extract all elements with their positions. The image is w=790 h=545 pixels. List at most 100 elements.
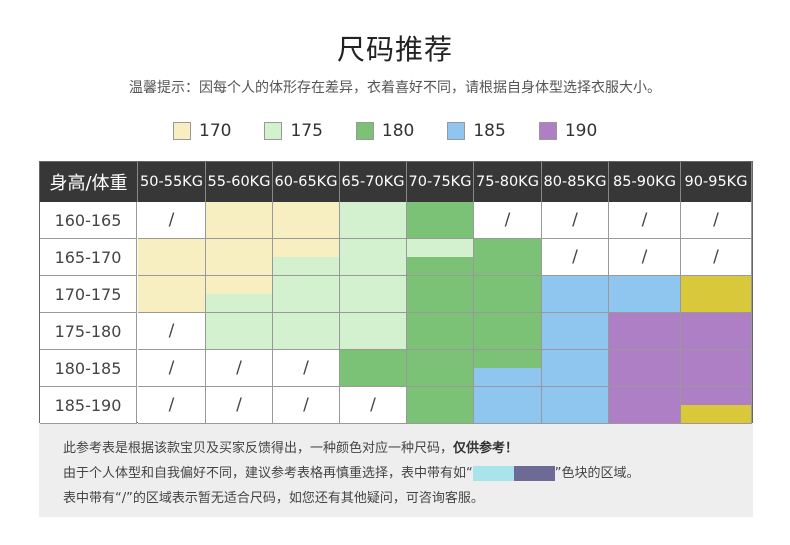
no-size-mark: /	[504, 210, 511, 230]
note-2-text-before: 由于个人体型和自我偏好不同，建议参考表格再慎重选择，表中带有如“	[63, 466, 473, 481]
legend-swatch	[447, 122, 466, 140]
no-size-mark: /	[572, 210, 578, 230]
size-color-cell	[474, 239, 542, 276]
table-cell: /	[609, 202, 681, 239]
no-size-mark: /	[713, 247, 719, 267]
row-label: 185-190	[40, 387, 137, 424]
size-color-fill	[273, 239, 339, 257]
size-color-cell	[542, 276, 609, 313]
legend-swatch	[264, 122, 283, 140]
column-header: 90-95KG	[681, 162, 752, 202]
demo-color-block-dark	[513, 466, 555, 481]
size-color-cell	[206, 202, 273, 239]
size-color-cell	[542, 387, 609, 424]
column-header: 50-55KG	[138, 162, 206, 202]
note-3-text: 表中带有“/”的区域表示暂无适合尺码，如您还有其他疑问，可咨询客服。	[63, 491, 484, 506]
no-size-mark: /	[572, 247, 578, 267]
size-color-cell	[206, 239, 273, 276]
table-cell: /	[609, 239, 681, 276]
size-color-fill	[474, 368, 541, 386]
table-cell: /	[138, 387, 206, 424]
column-header: 60-65KG	[273, 162, 340, 202]
note-line-3: 表中带有“/”的区域表示暂无适合尺码，如您还有其他疑问，可咨询客服。	[63, 486, 753, 511]
no-size-mark: /	[370, 395, 376, 415]
size-color-cell	[474, 276, 542, 313]
size-color-fill	[206, 294, 272, 312]
size-color-fill	[474, 350, 541, 368]
row-label: 175-180	[40, 313, 137, 350]
size-color-cell	[340, 276, 407, 313]
size-color-cell	[542, 350, 609, 387]
row-label: 165-170	[40, 239, 137, 276]
legend-label: 175	[290, 121, 323, 141]
column-header: 65-70KG	[340, 162, 407, 202]
size-color-cell	[340, 202, 407, 239]
no-size-mark: /	[168, 358, 175, 378]
table-cell	[407, 239, 474, 276]
legend-item-185: 185	[447, 121, 506, 141]
table-cell: /	[681, 239, 752, 276]
no-size-mark: /	[641, 247, 648, 267]
table-cell	[206, 276, 273, 313]
size-color-cell	[407, 202, 474, 239]
size-color-cell	[273, 313, 340, 350]
note-line-2: 由于个人体型和自我偏好不同，建议参考表格再慎重选择，表中带有如“ ”色块的区域。	[63, 461, 753, 486]
page-title: 尺码推荐	[336, 33, 453, 66]
legend-item-170: 170	[173, 121, 231, 141]
no-size-mark: /	[236, 395, 242, 415]
demo-color-block-light	[472, 466, 514, 481]
no-size-mark: /	[168, 321, 175, 341]
column-header: 80-85KG	[542, 162, 609, 202]
table-cell: /	[542, 202, 609, 239]
size-color-cell	[340, 350, 407, 387]
table-cell: /	[138, 202, 206, 239]
legend-label: 180	[381, 121, 415, 141]
column-header: 75-80KG	[474, 162, 542, 202]
legend-label: 170	[199, 121, 232, 141]
table-cell: /	[340, 387, 407, 424]
legend-label: 190	[564, 121, 598, 141]
size-color-cell	[681, 350, 752, 387]
table-cell: /	[206, 387, 273, 424]
table-cell: /	[273, 387, 340, 424]
table-cell: /	[206, 350, 273, 387]
header-corner: 身高/体重	[40, 162, 138, 202]
table-cell: /	[474, 202, 542, 239]
table-cell	[273, 239, 340, 276]
size-color-cell	[474, 387, 542, 424]
size-color-fill	[407, 257, 473, 275]
size-color-cell	[609, 350, 681, 387]
note-1-bold: 仅供参考！	[453, 441, 519, 456]
size-color-cell	[206, 313, 273, 350]
column-header: 85-90KG	[609, 162, 681, 202]
legend-swatch	[355, 122, 374, 140]
table-cell: /	[273, 350, 340, 387]
no-size-mark: /	[168, 395, 175, 415]
column-header: 70-75KG	[407, 162, 474, 202]
size-grid: 身高/体重 50-55KG 55-60KG 60-65KG 65-70KG 70-75KG…	[40, 162, 752, 424]
size-color-cell	[407, 276, 474, 313]
size-table: 身高/体重 50-55KG 55-60KG 60-65KG 65-70KG 70-75KG…	[39, 161, 753, 424]
no-size-mark: /	[168, 210, 175, 230]
size-color-cell	[542, 313, 609, 350]
size-color-cell	[407, 350, 474, 387]
size-color-fill	[681, 387, 751, 405]
size-color-cell	[273, 202, 340, 239]
table-cell: /	[681, 202, 752, 239]
size-color-cell	[138, 276, 206, 313]
size-color-cell	[138, 239, 206, 276]
color-legend: 170 175 180 185 190	[173, 120, 630, 142]
table-cell: /	[542, 239, 609, 276]
table-cell	[474, 350, 542, 387]
size-color-cell	[474, 313, 542, 350]
no-size-mark: /	[236, 358, 242, 378]
size-color-fill	[407, 239, 473, 257]
size-tip: 温馨提示：因每个人的体形存在差异，衣着喜好不同，请根据自身体型选择衣服大小。	[129, 80, 661, 96]
notes-box: 此参考表是根据该款宝贝及买家反馈得出，一种颜色对应一种尺码， 仅供参考！ 由于个人…	[39, 424, 753, 517]
no-size-mark: /	[641, 210, 648, 230]
note-1-text: 此参考表是根据该款宝贝及买家反馈得出，一种颜色对应一种尺码，	[63, 441, 454, 456]
no-size-mark: /	[713, 210, 719, 230]
size-color-cell	[681, 313, 752, 350]
size-color-cell	[609, 313, 681, 350]
size-color-cell	[407, 387, 474, 424]
